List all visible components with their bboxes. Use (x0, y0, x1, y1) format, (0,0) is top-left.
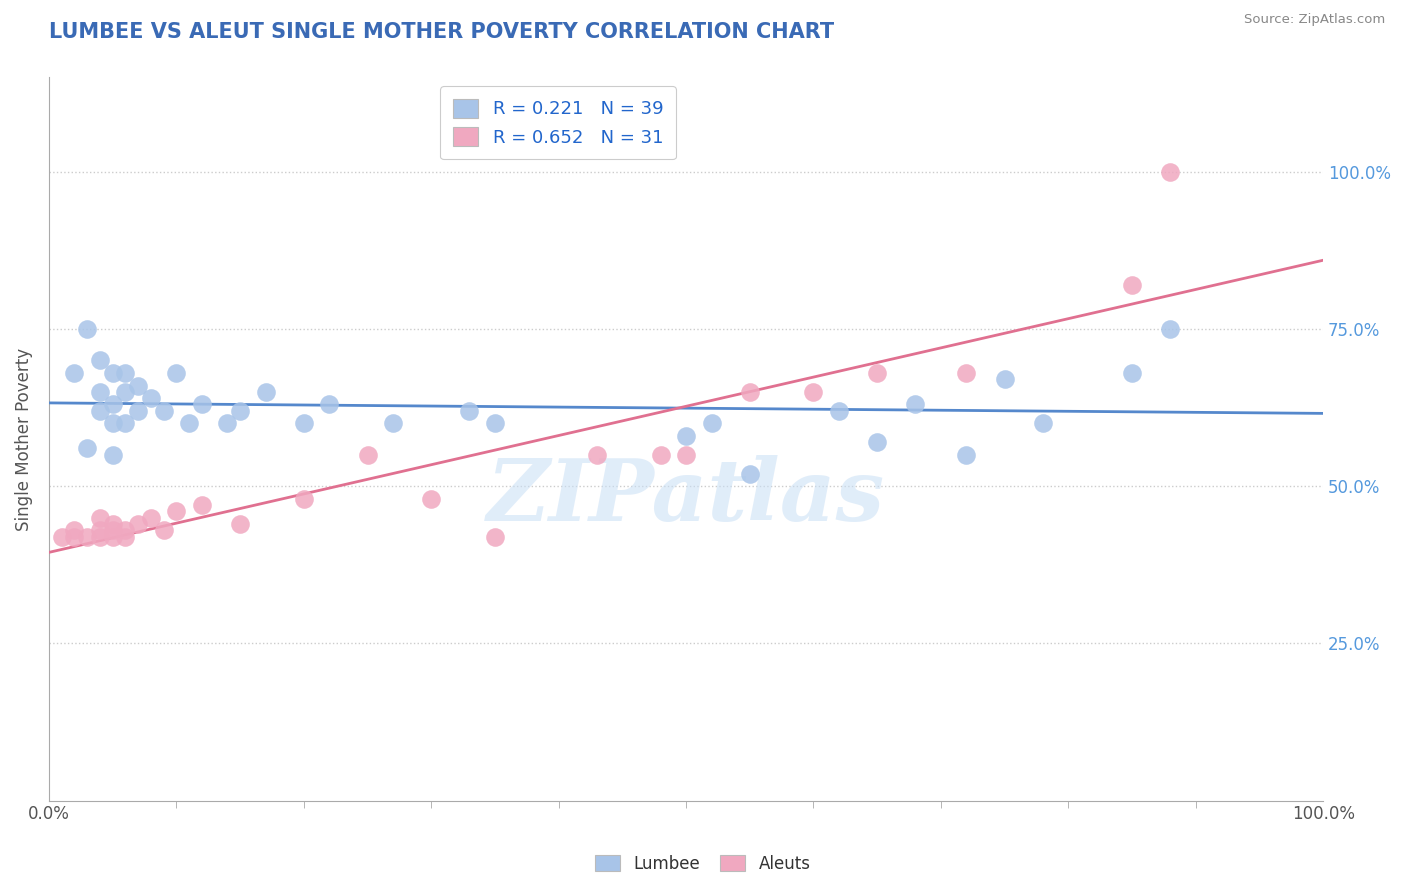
Point (63, 529, 86, 543)
Point (101, 417, 124, 431)
Point (114, 384, 136, 399)
Point (994, 372, 1017, 386)
Point (89, 403, 111, 417)
Point (229, 516, 252, 531)
Point (101, 397, 124, 411)
Point (1121, 277, 1143, 292)
Point (420, 491, 443, 506)
Point (63, 523, 86, 537)
Point (89, 529, 111, 543)
Point (866, 435, 889, 450)
Point (254, 384, 277, 399)
Point (650, 448, 672, 462)
Point (217, 417, 239, 431)
Point (484, 417, 506, 431)
Point (101, 523, 124, 537)
Point (179, 417, 201, 431)
Point (101, 529, 124, 543)
Point (139, 391, 162, 405)
Point (675, 429, 697, 443)
Point (458, 403, 481, 417)
Point (675, 448, 697, 462)
Point (955, 448, 977, 462)
Point (318, 397, 340, 411)
Point (51, 529, 73, 543)
Point (114, 417, 136, 431)
Legend: R = 0.221   N = 39, R = 0.652   N = 31: R = 0.221 N = 39, R = 0.652 N = 31 (440, 87, 676, 160)
Point (127, 403, 149, 417)
Point (127, 516, 149, 531)
Point (101, 516, 124, 531)
Point (191, 397, 214, 411)
Point (114, 366, 136, 380)
Point (382, 417, 405, 431)
Point (700, 417, 723, 431)
Point (101, 366, 124, 380)
Point (89, 523, 111, 537)
Text: LUMBEE VS ALEUT SINGLE MOTHER POVERTY CORRELATION CHART: LUMBEE VS ALEUT SINGLE MOTHER POVERTY CO… (49, 22, 834, 42)
Point (114, 529, 136, 543)
Point (152, 523, 174, 537)
Point (89, 384, 111, 399)
Point (101, 448, 124, 462)
Point (229, 403, 252, 417)
Point (139, 510, 162, 524)
Point (828, 403, 851, 417)
Text: ZIPatlas: ZIPatlas (486, 455, 886, 539)
Legend: Lumbee, Aleuts: Lumbee, Aleuts (589, 848, 817, 880)
Point (1121, 366, 1143, 380)
Point (484, 529, 506, 543)
Point (803, 384, 825, 399)
Point (292, 417, 315, 431)
Point (866, 366, 889, 380)
Point (904, 397, 927, 411)
Point (955, 366, 977, 380)
Point (152, 403, 174, 417)
Point (165, 504, 187, 518)
Point (127, 378, 149, 392)
Point (356, 448, 378, 462)
Text: Source: ZipAtlas.com: Source: ZipAtlas.com (1244, 13, 1385, 27)
Point (89, 510, 111, 524)
Point (1159, 165, 1181, 179)
Point (76, 442, 98, 456)
Point (738, 384, 761, 399)
Point (165, 366, 187, 380)
Point (89, 353, 111, 368)
Point (1032, 417, 1054, 431)
Point (76, 529, 98, 543)
Point (292, 491, 315, 506)
Point (586, 448, 609, 462)
Point (76, 322, 98, 336)
Point (191, 498, 214, 512)
Point (114, 523, 136, 537)
Point (63, 366, 86, 380)
Y-axis label: Single Mother Poverty: Single Mother Poverty (15, 348, 32, 531)
Point (1159, 322, 1181, 336)
Point (738, 467, 761, 481)
